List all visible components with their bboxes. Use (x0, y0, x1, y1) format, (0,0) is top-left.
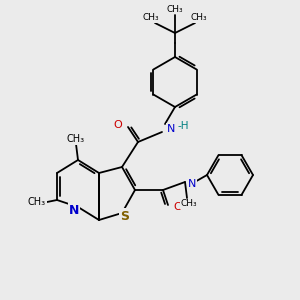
Text: -H: -H (178, 121, 190, 131)
Text: CH₃: CH₃ (181, 200, 197, 208)
Text: CH₃: CH₃ (167, 4, 183, 14)
Text: N: N (167, 124, 176, 134)
Text: S: S (121, 209, 130, 223)
Text: CH₃: CH₃ (191, 14, 207, 22)
Text: CH₃: CH₃ (143, 14, 159, 22)
Text: O: O (173, 202, 182, 212)
Text: N: N (69, 203, 79, 217)
Text: N: N (188, 179, 196, 189)
Text: O: O (113, 120, 122, 130)
Text: CH₃: CH₃ (67, 134, 85, 144)
Text: CH₃: CH₃ (28, 197, 46, 207)
